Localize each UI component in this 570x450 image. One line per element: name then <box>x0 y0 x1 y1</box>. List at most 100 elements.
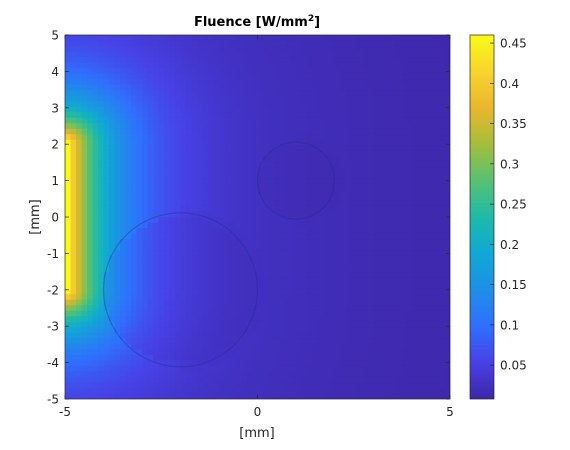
heatmap-cell <box>170 294 176 300</box>
heatmap-cell <box>214 300 220 306</box>
heatmap-cell <box>203 388 209 394</box>
heatmap-cell <box>357 206 363 212</box>
heatmap-cell <box>384 112 390 118</box>
heatmap-cell <box>98 211 104 217</box>
heatmap-cell <box>269 360 275 366</box>
heatmap-cell <box>104 162 110 168</box>
heatmap-cell <box>142 96 148 102</box>
heatmap-cell <box>219 239 225 245</box>
heatmap-cell <box>368 217 374 223</box>
heatmap-cell <box>351 134 357 140</box>
heatmap-cell <box>412 90 418 96</box>
heatmap-cell <box>423 360 429 366</box>
heatmap-cell <box>307 151 313 157</box>
heatmap-cell <box>87 68 93 74</box>
heatmap-cell <box>197 256 203 262</box>
heatmap-cell <box>351 189 357 195</box>
heatmap-cell <box>247 206 253 212</box>
heatmap-cell <box>434 333 440 339</box>
heatmap-cell <box>197 333 203 339</box>
heatmap-cell <box>115 195 121 201</box>
heatmap-cell <box>417 355 423 361</box>
heatmap-cell <box>384 223 390 229</box>
heatmap-cell <box>186 101 192 107</box>
heatmap-cell <box>225 311 231 317</box>
heatmap-cell <box>236 52 242 58</box>
heatmap-cell <box>395 228 401 234</box>
heatmap-cell <box>296 223 302 229</box>
heatmap-cell <box>192 239 198 245</box>
heatmap-cell <box>87 156 93 162</box>
heatmap-cell <box>291 63 297 69</box>
heatmap-cell <box>148 382 154 388</box>
heatmap-cell <box>434 256 440 262</box>
heatmap-cell <box>131 316 137 322</box>
heatmap-cell <box>302 300 308 306</box>
heatmap-cell <box>357 101 363 107</box>
heatmap-cell <box>71 74 77 80</box>
heatmap-cell <box>263 184 269 190</box>
heatmap-cell <box>175 305 181 311</box>
heatmap-cell <box>318 223 324 229</box>
heatmap-cell <box>401 118 407 124</box>
heatmap-cell <box>285 74 291 80</box>
heatmap-cell <box>373 388 379 394</box>
heatmap-cell <box>313 57 319 63</box>
heatmap-cell <box>181 134 187 140</box>
heatmap-cell <box>390 377 396 383</box>
heatmap-cell <box>406 162 412 168</box>
heatmap-cell <box>384 167 390 173</box>
heatmap-cell <box>373 239 379 245</box>
heatmap-cell <box>373 338 379 344</box>
heatmap-cell <box>417 360 423 366</box>
heatmap-cell <box>302 366 308 372</box>
heatmap-cell <box>258 145 264 151</box>
heatmap-cell <box>318 123 324 129</box>
heatmap-cell <box>203 178 209 184</box>
heatmap-cell <box>225 151 231 157</box>
heatmap-cell <box>214 360 220 366</box>
heatmap-cell <box>412 134 418 140</box>
heatmap-cell <box>247 234 253 240</box>
heatmap-cell <box>159 250 165 256</box>
heatmap-cell <box>126 173 132 179</box>
heatmap-cell <box>351 195 357 201</box>
heatmap-cell <box>324 239 330 245</box>
heatmap-cell <box>390 96 396 102</box>
heatmap-cell <box>428 140 434 146</box>
heatmap-cell <box>126 68 132 74</box>
heatmap-cell <box>379 382 385 388</box>
heatmap-cell <box>104 228 110 234</box>
heatmap-cell <box>329 223 335 229</box>
heatmap-cell <box>269 355 275 361</box>
heatmap-cell <box>379 178 385 184</box>
heatmap-cell <box>296 162 302 168</box>
heatmap-cell <box>181 145 187 151</box>
heatmap-cell <box>76 68 82 74</box>
heatmap-cell <box>362 134 368 140</box>
heatmap-cell <box>115 140 121 146</box>
heatmap-cell <box>302 245 308 251</box>
heatmap-cell <box>274 272 280 278</box>
heatmap-cell <box>390 195 396 201</box>
heatmap-cell <box>362 316 368 322</box>
heatmap-cell <box>71 57 77 63</box>
heatmap-cell <box>131 360 137 366</box>
heatmap-cell <box>357 35 363 41</box>
heatmap-cell <box>428 261 434 267</box>
heatmap-cell <box>428 184 434 190</box>
heatmap-cell <box>175 245 181 251</box>
heatmap-cell <box>329 344 335 350</box>
heatmap-cell <box>186 195 192 201</box>
heatmap-cell <box>368 184 374 190</box>
heatmap-cell <box>76 206 82 212</box>
heatmap-cell <box>417 74 423 80</box>
heatmap-cell <box>296 289 302 295</box>
heatmap-cell <box>142 256 148 262</box>
heatmap-cell <box>203 239 209 245</box>
heatmap-cell <box>390 228 396 234</box>
heatmap-cell <box>351 35 357 41</box>
heatmap-cell <box>65 74 71 80</box>
heatmap-cell <box>186 217 192 223</box>
heatmap-cell <box>269 388 275 394</box>
